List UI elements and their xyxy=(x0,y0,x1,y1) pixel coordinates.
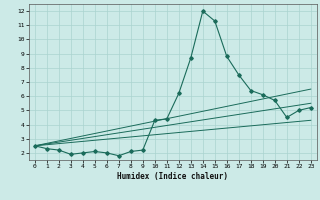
X-axis label: Humidex (Indice chaleur): Humidex (Indice chaleur) xyxy=(117,172,228,181)
